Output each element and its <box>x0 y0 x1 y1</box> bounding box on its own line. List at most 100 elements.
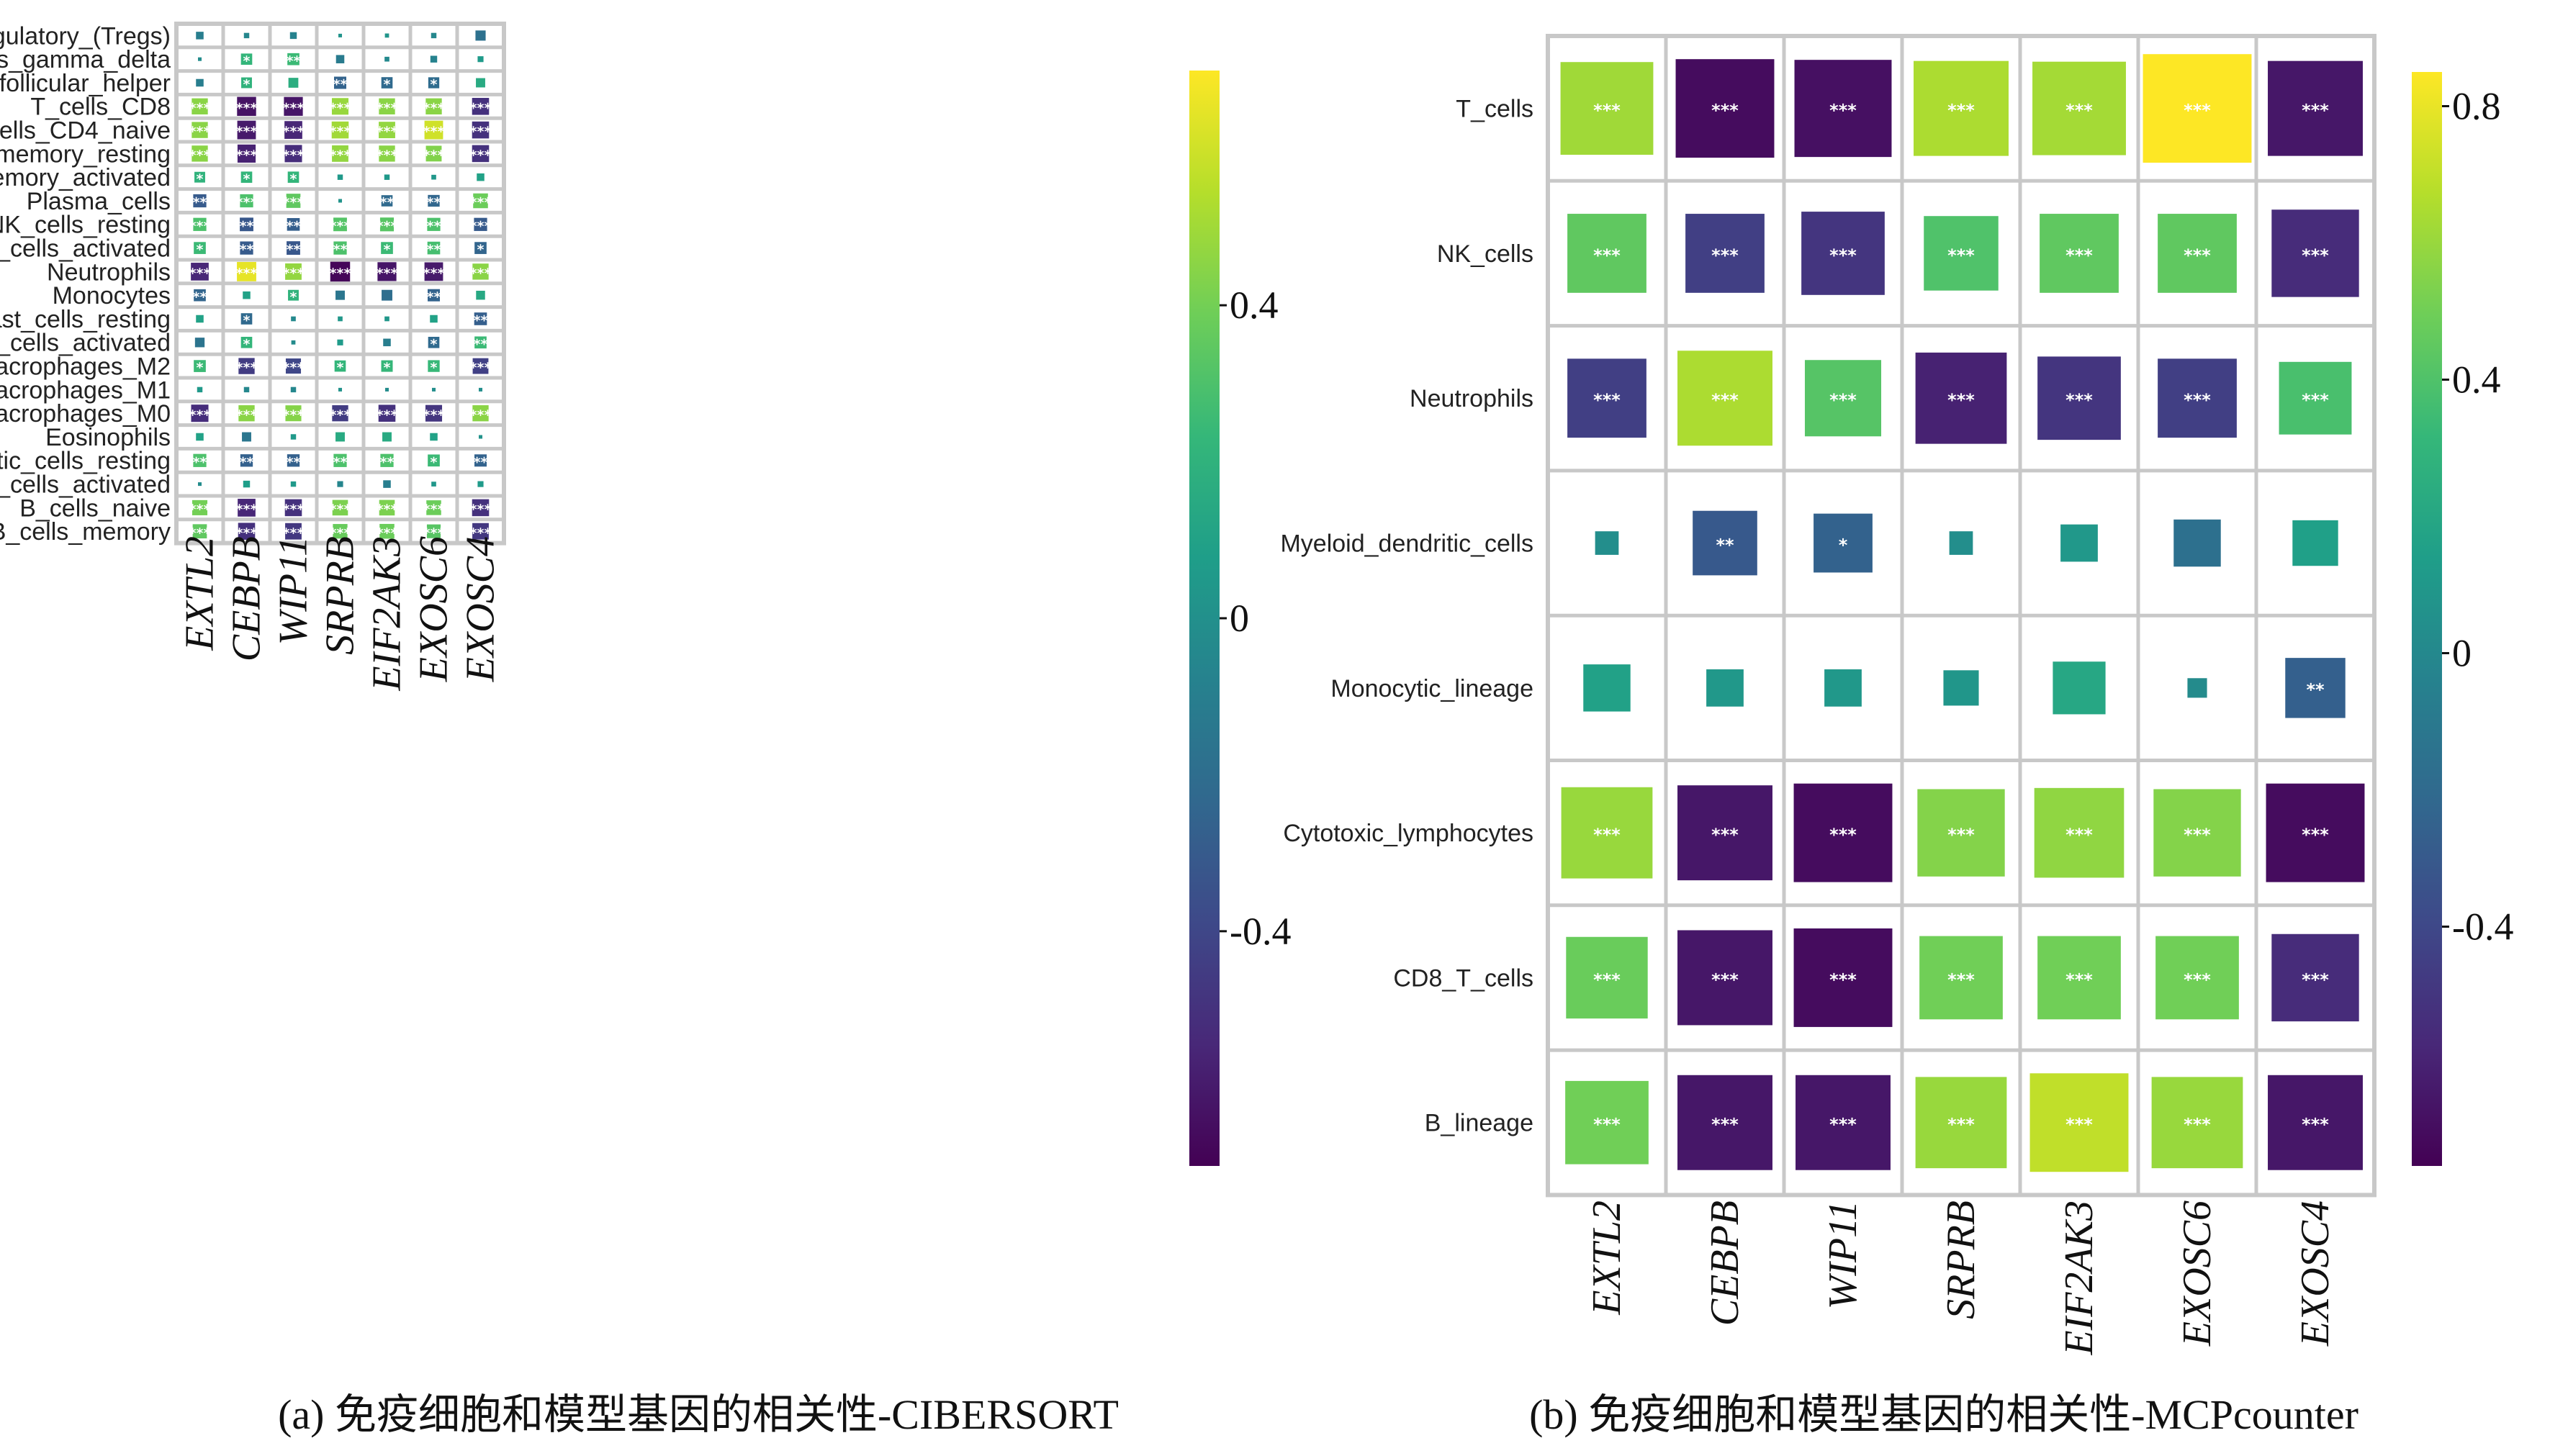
heatmap-cell <box>381 242 393 254</box>
significance-label: *** <box>423 148 445 163</box>
row-label: T_cells_follicular_helper <box>0 70 171 97</box>
significance-label: ** <box>333 242 348 258</box>
heatmap-cell <box>194 360 206 372</box>
heatmap-cell <box>473 193 488 209</box>
heatmap-cell <box>333 524 348 539</box>
row-label: Myeloid_dendritic_cells <box>1280 530 1533 557</box>
column-label: EXTL2 <box>1585 1200 1629 1316</box>
significance-label: *** <box>283 100 305 116</box>
significance-label: *** <box>2065 969 2093 990</box>
row-label: B_lineage <box>1425 1110 1533 1137</box>
heatmap-cell <box>475 30 486 41</box>
heatmap-cell <box>338 199 343 203</box>
row-label: T_cells_CD8 <box>30 94 171 121</box>
heatmap-cell <box>240 53 253 65</box>
significance-label: ** <box>287 454 301 470</box>
heatmap-cell <box>431 174 436 180</box>
heatmap-cell <box>477 173 485 181</box>
heatmap-cell <box>1794 60 1892 158</box>
row-label: Plasma_cells <box>27 188 171 215</box>
heatmap-cell <box>240 194 253 208</box>
heatmap-cell <box>332 145 348 162</box>
column-label: WIP11 <box>271 536 316 645</box>
significance-label: *** <box>1947 1115 1975 1135</box>
column-label: SRPRB <box>318 536 363 655</box>
heatmap-cell <box>379 98 395 114</box>
significance-label: *** <box>1711 245 1739 266</box>
heatmap-cell <box>430 315 438 323</box>
row-label: Dendritic_cells_resting <box>0 448 171 475</box>
heatmap-cell <box>338 387 343 392</box>
significance-label: * <box>1839 535 1848 555</box>
heatmap-cell <box>426 500 441 515</box>
row-label: Monocytes <box>53 282 171 309</box>
significance-label: * <box>431 360 438 376</box>
significance-label: *** <box>2302 969 2329 990</box>
significance-label: ** <box>287 218 301 234</box>
heatmap-cell <box>289 32 297 40</box>
significance-label: *** <box>470 525 492 541</box>
significance-label: *** <box>423 525 445 541</box>
heatmap-cell <box>237 261 256 281</box>
heatmap-cell <box>384 174 390 180</box>
heatmap-cell <box>2037 356 2121 440</box>
heatmap-cell <box>428 77 440 89</box>
significance-label: *** <box>2184 1115 2211 1135</box>
heatmap-cell <box>332 499 348 516</box>
heatmap-cell <box>192 145 208 162</box>
heatmap-cell <box>1677 785 1772 881</box>
heatmap-cell <box>240 454 253 467</box>
colorbar-tick-label: 0.4 <box>2452 358 2501 402</box>
heatmap-cell <box>425 98 442 114</box>
significance-label: *** <box>2184 100 2211 120</box>
significance-label: * <box>337 360 344 376</box>
heatmap-cell <box>1561 787 1653 879</box>
heatmap-cell <box>2158 214 2237 293</box>
significance-label: * <box>197 171 204 187</box>
significance-label: * <box>384 360 391 376</box>
heatmap-cell <box>2268 1075 2363 1170</box>
significance-label: *** <box>330 124 351 140</box>
significance-label: ** <box>380 454 395 470</box>
row-label: Mast_cells_resting <box>0 306 171 333</box>
heatmap-cell <box>194 289 206 302</box>
colorbar-tick-label: -0.4 <box>2452 905 2513 949</box>
significance-label: *** <box>470 148 492 163</box>
heatmap-cell <box>238 523 256 540</box>
heatmap-cell <box>1595 531 1619 555</box>
heatmap-cell <box>238 499 256 517</box>
heatmap-cell <box>194 338 205 348</box>
significance-label: *** <box>330 407 351 423</box>
significance-label: * <box>477 242 485 258</box>
heatmap-cell <box>383 480 391 488</box>
heatmap-cell <box>424 262 443 281</box>
heatmap-cell <box>426 524 441 538</box>
significance-label: ** <box>2306 680 2325 700</box>
heatmap-cell <box>238 405 255 422</box>
row-label: T_cells_regulatory_(Tregs) <box>0 22 171 50</box>
heatmap-cell <box>196 78 204 87</box>
heatmap-cell <box>472 358 489 374</box>
row-label: Cytotoxic_lymphocytes <box>1283 820 1533 847</box>
row-label: T_cells_CD4_memory_resting <box>0 140 171 168</box>
heatmap-cell <box>476 290 485 300</box>
heatmap-cell <box>290 481 297 487</box>
heatmap-cell <box>1706 669 1744 707</box>
row-label: NK_cells <box>1437 240 1533 268</box>
heatmap-cell <box>384 56 389 62</box>
significance-label: ** <box>240 242 254 258</box>
heatmap-cell <box>378 404 396 422</box>
significance-label: *** <box>470 502 492 517</box>
heatmap-cell <box>2032 61 2126 155</box>
row-label: Neutrophils <box>1410 385 1533 412</box>
significance-label: *** <box>377 100 398 116</box>
heatmap-cell <box>1566 936 1648 1019</box>
row-label: T_cells_CD4_naive <box>0 117 171 145</box>
significance-label: *** <box>470 218 492 234</box>
row-label: CD8_T_cells <box>1393 964 1533 992</box>
heatmap-cell <box>331 98 349 115</box>
heatmap-cell <box>474 336 487 349</box>
significance-label: * <box>431 336 438 352</box>
significance-label: *** <box>470 124 492 140</box>
significance-label: *** <box>2065 825 2093 845</box>
